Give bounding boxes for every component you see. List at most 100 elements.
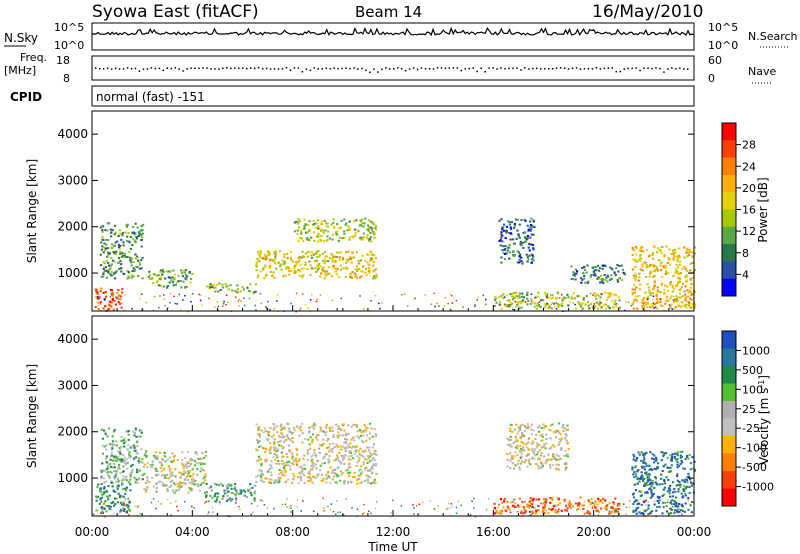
- velocity-noise-cell: [363, 512, 365, 514]
- power-noise-cell: [240, 300, 242, 302]
- power-echo-cell: [354, 234, 357, 237]
- power-noise-cell: [164, 304, 166, 307]
- power-echo-cell: [360, 238, 363, 241]
- power-echo-cell: [127, 232, 130, 235]
- power-echo-cell: [516, 229, 519, 232]
- velocity-echo-cell: [545, 442, 548, 445]
- velocity-echo-cell: [260, 476, 263, 479]
- velocity-echo-cell: [671, 499, 674, 502]
- power-echo-cell: [664, 302, 667, 305]
- velocity-echo-cell: [129, 473, 132, 476]
- velocity-echo-cell: [549, 437, 552, 440]
- velocity-echo-cell: [103, 429, 106, 432]
- power-noise-cell: [449, 308, 452, 311]
- power-echo-cell: [289, 269, 293, 272]
- velocity-echo-cell: [679, 485, 682, 488]
- velocity-echo-cell: [281, 469, 284, 472]
- nsky-tick-top: 10^5: [54, 21, 84, 34]
- velocity-echo-cell: [105, 461, 109, 464]
- velocity-echo-cell: [323, 462, 326, 465]
- power-echo-cell: [156, 274, 159, 277]
- power-echo-cell: [685, 274, 688, 277]
- power-echo-cell: [303, 218, 306, 221]
- velocity-echo-cell: [124, 492, 127, 495]
- power-echo-cell: [140, 239, 143, 241]
- power-echo-cell: [102, 273, 105, 276]
- velocity-echo-cell: [205, 491, 208, 494]
- beam-label: Beam 14: [355, 3, 422, 21]
- velocity-echo-cell: [145, 450, 148, 453]
- velocity-echo-cell: [690, 511, 693, 514]
- velocity-echo-cell: [233, 487, 236, 490]
- power-echo-cell: [679, 292, 682, 295]
- power-echo-cell: [504, 245, 507, 248]
- velocity-echo-cell: [122, 442, 125, 445]
- velocity-echo-cell: [360, 431, 363, 434]
- velocity-echo-cell: [639, 512, 642, 515]
- power-echo-cell: [503, 248, 506, 251]
- velocity-echo-cell: [144, 490, 147, 493]
- velocity-echo-cell: [323, 455, 326, 458]
- power-echo-cell: [140, 236, 143, 239]
- velocity-echo-cell: [332, 472, 335, 474]
- freq-point: [627, 67, 629, 70]
- power-echo-cell: [304, 261, 307, 264]
- power-echo-cell: [674, 306, 678, 309]
- velocity-noise-cell: [538, 505, 540, 507]
- velocity-echo-cell: [535, 509, 538, 512]
- velocity-echo-cell: [223, 492, 226, 495]
- velocity-echo-cell: [211, 496, 214, 499]
- power-echo-cell: [331, 238, 334, 241]
- velocity-echo-cell: [522, 506, 525, 509]
- power-echo-cell: [137, 259, 140, 262]
- velocity-echo-cell: [520, 441, 523, 443]
- velocity-echo-cell: [198, 458, 201, 461]
- power-echo-cell: [669, 297, 672, 300]
- velocity-echo-cell: [650, 481, 653, 484]
- power-echo-cell: [689, 277, 692, 280]
- velocity-echo-cell: [533, 449, 536, 452]
- velocity-noise-cell: [637, 500, 639, 503]
- velocity-echo-cell: [104, 457, 108, 460]
- power-echo-cell: [632, 307, 635, 310]
- velocity-echo-cell: [330, 471, 334, 474]
- power-echo-cell: [676, 255, 679, 258]
- velocity-echo-cell: [678, 511, 681, 513]
- power-echo-cell: [320, 228, 323, 231]
- velocity-echo-cell: [125, 504, 128, 507]
- velocity-noise-cell: [545, 509, 548, 512]
- power-echo-cell: [167, 270, 170, 273]
- velocity-echo-cell: [616, 510, 619, 513]
- velocity-echo-cell: [95, 496, 99, 499]
- velocity-echo-cell: [267, 438, 270, 441]
- velocity-echo-cell: [372, 464, 375, 467]
- power-echo-cell: [681, 282, 684, 285]
- power-echo-cell: [509, 238, 512, 241]
- velocity-echo-cell: [216, 495, 219, 498]
- power-echo-cell: [373, 254, 376, 257]
- freq-trace: [95, 67, 689, 74]
- power-echo-cell: [107, 271, 110, 274]
- power-noise-cell: [550, 294, 553, 296]
- power-noise-cell: [555, 308, 558, 310]
- power-echo-cell: [133, 269, 136, 272]
- velocity-echo-cell: [101, 469, 104, 472]
- velocity-echo-cell: [613, 511, 616, 514]
- power-echo-cell: [284, 274, 287, 277]
- power-echo-cell: [602, 278, 605, 281]
- velocity-echo-cell: [133, 449, 136, 452]
- power-echo-cell: [502, 292, 505, 295]
- power-echo-cell: [646, 283, 649, 286]
- velocity-echo-cell: [639, 475, 642, 478]
- velocity-echo-cell: [325, 453, 328, 456]
- velocity-echo-cell: [117, 467, 120, 470]
- power-echo-cell: [374, 276, 377, 279]
- velocity-noise-cell: [611, 510, 613, 513]
- velocity-echo-cell: [124, 440, 127, 443]
- velocity-echo-cell: [508, 439, 511, 441]
- velocity-echo-cell: [656, 506, 659, 509]
- velocity-echo-cell: [375, 473, 378, 475]
- power-echo-cell: [509, 301, 512, 304]
- power-noise-cell: [572, 302, 574, 304]
- velocity-colorbar-band: [722, 401, 736, 419]
